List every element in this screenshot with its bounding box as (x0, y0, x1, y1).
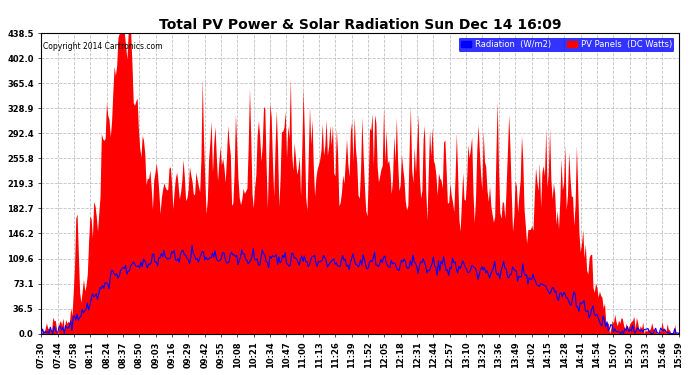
Legend: Radiation  (W/m2), PV Panels  (DC Watts): Radiation (W/m2), PV Panels (DC Watts) (459, 38, 674, 51)
Text: Copyright 2014 Cartronics.com: Copyright 2014 Cartronics.com (43, 42, 163, 51)
Title: Total PV Power & Solar Radiation Sun Dec 14 16:09: Total PV Power & Solar Radiation Sun Dec… (159, 18, 561, 32)
